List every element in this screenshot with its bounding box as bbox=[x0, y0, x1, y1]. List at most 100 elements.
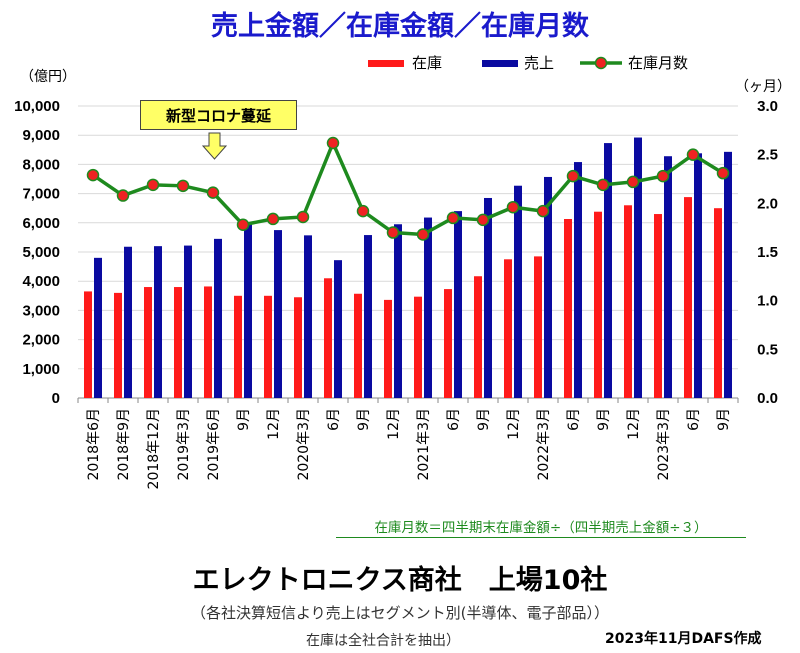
bar-sales bbox=[454, 211, 462, 398]
point-inventory-months bbox=[356, 204, 370, 218]
bar-sales bbox=[574, 162, 582, 398]
point-inventory-months bbox=[386, 226, 400, 239]
bar-inventory bbox=[264, 295, 272, 398]
bar-sales bbox=[274, 230, 282, 398]
y-right-tick-label: 2.5 bbox=[757, 147, 778, 164]
point-inventory-months bbox=[446, 211, 460, 225]
bar-sales bbox=[214, 238, 222, 398]
bar-inventory bbox=[414, 296, 422, 398]
x-tick-label: 2022年3月 bbox=[536, 408, 552, 481]
legend-label-months: 在庫月数 bbox=[628, 54, 688, 72]
bar-inventory bbox=[594, 211, 602, 398]
legend-marker-months bbox=[594, 56, 608, 70]
bar-sales bbox=[364, 235, 372, 398]
credit-label: 2023年11月DAFS作成 bbox=[605, 631, 762, 647]
bar-sales bbox=[304, 235, 312, 398]
source-note: （各社決算短信より売上はセグメント別(半導体、電子部品）） bbox=[190, 604, 610, 622]
bar-inventory bbox=[504, 259, 512, 398]
bar-inventory bbox=[84, 291, 92, 398]
bar-sales bbox=[604, 143, 612, 398]
point-inventory-months bbox=[176, 179, 190, 193]
y-right-tick-label: 1.5 bbox=[757, 244, 778, 261]
y-left-tick-label: 10,000 bbox=[14, 98, 60, 115]
chart-title: 売上金額／在庫金額／在庫月数 bbox=[211, 11, 589, 42]
x-tick-label: 2018年9月 bbox=[116, 408, 132, 481]
point-inventory-months bbox=[656, 169, 670, 183]
bar-inventory bbox=[174, 287, 182, 398]
point-inventory-months bbox=[116, 189, 130, 202]
chart-area: 0 1,000 2,000 3,000 4,000 5,000 6,000 7,000 8,00… bbox=[14, 54, 778, 489]
bar-sales bbox=[184, 245, 192, 398]
y-left-tick-label: 2,000 bbox=[22, 332, 60, 349]
x-tick-label: 6月 bbox=[326, 408, 342, 431]
bar-inventory bbox=[624, 205, 632, 398]
bar-sales bbox=[334, 260, 342, 398]
y-left-tick-label: 6,000 bbox=[22, 215, 60, 232]
x-tick-label: 2018年6月 bbox=[86, 408, 102, 481]
x-tick-label: 9月 bbox=[356, 408, 372, 431]
point-inventory-months bbox=[536, 204, 550, 218]
point-inventory-months bbox=[206, 186, 220, 199]
right-axis-unit: （ヶ月） bbox=[735, 79, 791, 95]
inventory-note: 在庫は全社合計を抽出） bbox=[306, 633, 460, 649]
point-inventory-months bbox=[626, 175, 640, 189]
chart-subtitle: エレクトロニクス商社 上場10社 bbox=[192, 565, 608, 596]
bar-sales bbox=[664, 156, 672, 398]
point-inventory-months bbox=[146, 178, 160, 192]
x-tick-label: 9月 bbox=[476, 408, 492, 431]
legend-swatch-sales bbox=[482, 60, 518, 67]
y-right-tick-label: 2.0 bbox=[757, 195, 778, 212]
point-inventory-months bbox=[326, 136, 340, 150]
bar-inventory bbox=[144, 287, 152, 398]
annotation-arrow bbox=[201, 132, 228, 160]
y-left-tick-label: 4,000 bbox=[22, 273, 60, 290]
left-axis-unit: （億円） bbox=[20, 69, 76, 85]
point-inventory-months bbox=[236, 218, 250, 231]
y-right-tick-label: 3.0 bbox=[757, 98, 778, 115]
bar-inventory bbox=[114, 292, 122, 398]
x-tick-label: 2021年3月 bbox=[416, 408, 432, 481]
y-left-tick-label: 9,000 bbox=[22, 127, 60, 144]
point-inventory-months bbox=[596, 178, 610, 192]
bar-sales bbox=[94, 257, 102, 398]
bar-sales bbox=[124, 246, 132, 398]
bar-inventory bbox=[534, 256, 542, 398]
x-tick-label: 2019年3月 bbox=[176, 408, 192, 481]
bar-sales bbox=[424, 217, 432, 398]
bar-sales bbox=[484, 197, 492, 398]
point-inventory-months bbox=[716, 166, 730, 180]
line-inventory-months bbox=[92, 138, 724, 237]
bar-sales bbox=[694, 153, 702, 398]
y-left-tick-label: 0 bbox=[52, 390, 60, 407]
legend-label-sales: 売上 bbox=[524, 54, 554, 72]
point-inventory-months bbox=[86, 168, 100, 182]
point-inventory-months bbox=[506, 200, 520, 214]
x-tick-label: 2023年3月 bbox=[656, 408, 672, 481]
point-inventory-months bbox=[266, 212, 280, 226]
covid-annotation: 新型コロナ蔓延 bbox=[140, 100, 297, 130]
formula-note: 在庫月数＝四半期末在庫金額÷（四半期売上金額÷３） bbox=[336, 516, 746, 538]
bar-inventory bbox=[324, 278, 332, 398]
bar-sales bbox=[514, 185, 522, 398]
bar-sales bbox=[724, 151, 732, 398]
x-tick-label: 6月 bbox=[446, 408, 462, 431]
y-right-tick-label: 0.0 bbox=[757, 390, 778, 407]
bar-inventory bbox=[384, 299, 392, 398]
bar-inventory bbox=[204, 286, 212, 398]
legend-label-inventory: 在庫 bbox=[412, 54, 442, 72]
y-left-tick-label: 5,000 bbox=[22, 244, 60, 261]
point-inventory-months bbox=[296, 210, 310, 224]
x-tick-label: 12月 bbox=[506, 408, 522, 440]
legend-swatch-inventory bbox=[368, 60, 404, 67]
x-tick-label: 12月 bbox=[386, 408, 402, 440]
x-tick-label: 9月 bbox=[236, 408, 252, 431]
bar-sales bbox=[244, 222, 252, 398]
y-left-tick-label: 7,000 bbox=[22, 186, 60, 203]
x-tick-label: 2019年6月 bbox=[206, 408, 222, 481]
x-tick-label: 12月 bbox=[266, 408, 282, 440]
x-tick-label: 6月 bbox=[566, 408, 582, 431]
x-tick-label: 9月 bbox=[596, 408, 612, 431]
bar-sales bbox=[544, 176, 552, 398]
bar-inventory bbox=[444, 289, 452, 398]
y-left-tick-label: 1,000 bbox=[22, 361, 60, 378]
